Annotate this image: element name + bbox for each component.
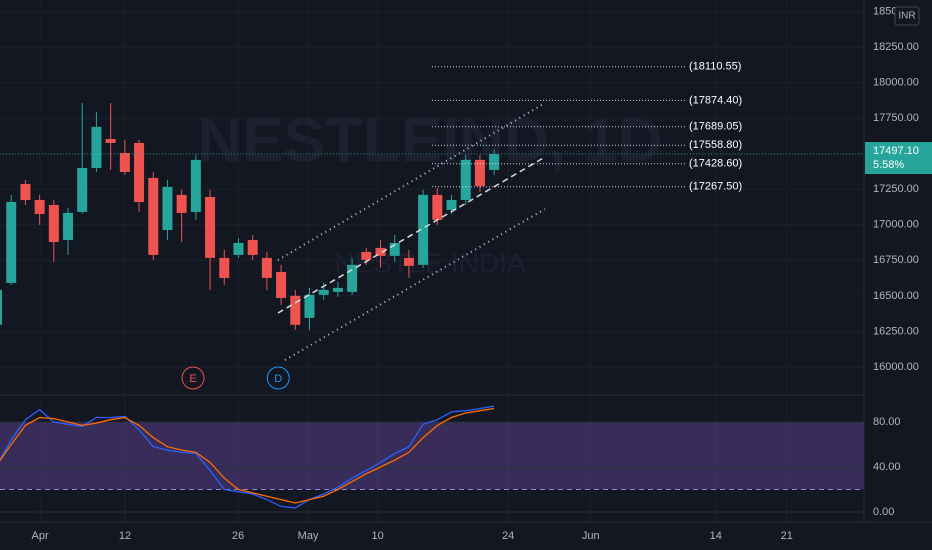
stoch-line xyxy=(0,407,495,504)
level-label: (17558.80) xyxy=(689,139,742,151)
change-label: 5.58% xyxy=(873,159,904,171)
x-tick-label: Apr xyxy=(31,530,48,542)
candle-body xyxy=(176,194,187,213)
candle-body xyxy=(205,197,216,258)
candle-body xyxy=(162,186,173,231)
candle-body xyxy=(446,199,457,210)
candle-body xyxy=(233,242,244,255)
y-tick-label: 0.00 xyxy=(873,506,894,518)
candle-body xyxy=(474,159,485,186)
candle-body xyxy=(318,289,329,295)
trend-channel xyxy=(277,102,546,361)
level-label: (18110.55) xyxy=(689,61,741,73)
candle-body xyxy=(20,183,31,200)
y-tick-label: 80.00 xyxy=(873,416,901,428)
level-label: (17874.40) xyxy=(689,94,742,106)
candle-body xyxy=(361,251,372,260)
candle-body xyxy=(290,295,301,325)
channel-lower xyxy=(284,208,546,361)
candle-body xyxy=(148,177,159,255)
event-marker xyxy=(266,366,290,390)
currency-label: INR xyxy=(898,11,915,22)
stoch-pane xyxy=(0,396,864,522)
level-label: (17267.50) xyxy=(689,181,742,193)
candle-body xyxy=(105,138,116,143)
candle-body xyxy=(34,199,45,214)
level-label: (17428.60) xyxy=(689,158,742,170)
candle-body xyxy=(347,264,358,292)
candle-body xyxy=(389,242,400,256)
candle-body xyxy=(6,201,17,283)
candle-body xyxy=(77,167,88,212)
y-tick-label: 16500.00 xyxy=(873,290,919,302)
candle-body xyxy=(91,126,102,168)
channel-middle xyxy=(277,156,546,314)
last-price-label: 17497.10 xyxy=(873,145,919,157)
candle-body xyxy=(375,247,386,256)
currency-badge xyxy=(894,6,920,26)
candle-body xyxy=(219,257,230,278)
y-tick-label: 18250.00 xyxy=(873,41,919,53)
candle-body xyxy=(304,294,315,318)
y-tick-label: 17000.00 xyxy=(873,219,919,231)
candle-body xyxy=(190,159,201,212)
x-tick-label: Jun xyxy=(582,530,600,542)
axes: Apr 12 26 May 10 24 Jun 14 21 16000.00 16250.00 165… xyxy=(31,5,932,542)
x-tick-label: May xyxy=(298,530,319,542)
candle-body xyxy=(0,289,3,325)
candle-body xyxy=(276,271,287,298)
event-label: D xyxy=(274,373,282,385)
candle-body xyxy=(432,194,443,220)
y-tick-label: 16000.00 xyxy=(873,361,919,373)
candle-body xyxy=(332,287,343,292)
level-label: (17689.05) xyxy=(689,121,742,133)
x-tick-label: 24 xyxy=(502,530,514,542)
x-tick-label: 14 xyxy=(710,530,722,542)
y-tick-label: 16250.00 xyxy=(873,325,919,337)
candle-body xyxy=(119,152,130,172)
x-tick-label: 10 xyxy=(372,530,384,542)
candle-body xyxy=(48,204,59,242)
stoch-line xyxy=(0,405,495,509)
y-tick-label: 17750.00 xyxy=(873,112,919,124)
last-price-box xyxy=(865,142,932,175)
x-tick-label: 21 xyxy=(781,530,793,542)
candle-body xyxy=(134,142,145,202)
candle-body xyxy=(63,212,74,240)
candle-body xyxy=(403,257,414,266)
price-pane: NESTLEIND, 1D NESTLE INDIA (18110.55)(17… xyxy=(0,60,864,390)
y-tick-label: 40.00 xyxy=(873,461,901,473)
candle-body xyxy=(418,194,429,265)
event-marker xyxy=(181,366,205,390)
y-tick-label: 16750.00 xyxy=(873,254,919,266)
band-fill xyxy=(0,421,864,490)
candle-body xyxy=(489,154,500,170)
event-label: E xyxy=(189,373,196,385)
candle-body xyxy=(247,239,258,255)
y-tick-label: 17250.00 xyxy=(873,183,919,195)
candle-body xyxy=(261,257,272,278)
candle-body xyxy=(460,159,471,200)
x-tick-label: 12 xyxy=(119,530,131,542)
y-tick-label: 18000.00 xyxy=(873,76,919,88)
watermark: NESTLEIND, 1D xyxy=(197,106,662,175)
x-tick-label: 26 xyxy=(232,530,244,542)
